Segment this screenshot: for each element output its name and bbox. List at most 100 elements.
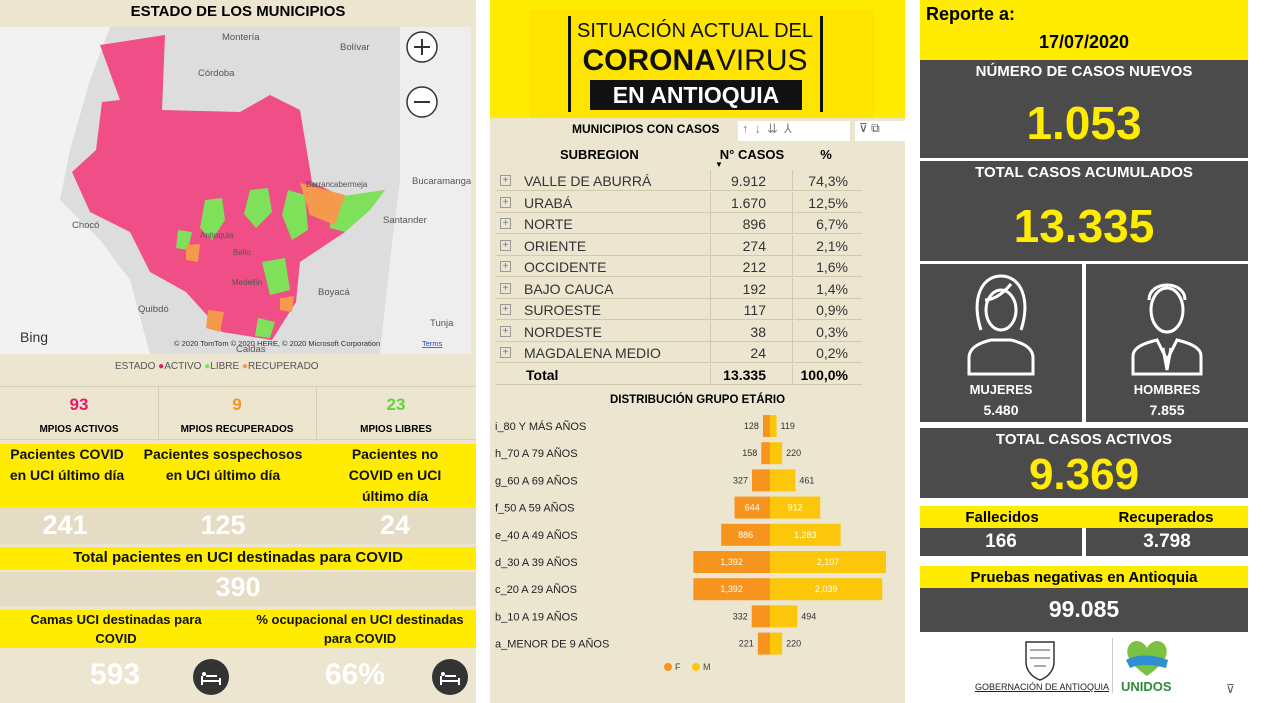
- map-label: Antioquia: [200, 231, 234, 240]
- expand-icon[interactable]: +: [500, 347, 511, 358]
- value-label: 2,039: [815, 584, 838, 594]
- header-line3-text: EN ANTIOQUIA: [612, 82, 780, 108]
- value-label: 644: [745, 503, 760, 513]
- value-label: 158: [742, 448, 757, 458]
- expand-icon[interactable]: +: [500, 239, 511, 251]
- total-cases-label: TOTAL CASOS ACUMULADOS: [975, 164, 1193, 181]
- uci-label: Pacientes COVID en UCI último día: [9, 446, 125, 483]
- expand-icon[interactable]: +: [500, 261, 511, 272]
- map-label: Tunja: [430, 318, 454, 329]
- bar: [734, 496, 770, 519]
- active-label: TOTAL CASOS ACTIVOS: [995, 431, 1173, 448]
- map-free: [200, 198, 225, 240]
- bar: [770, 578, 883, 601]
- map-label: Bolívar: [340, 42, 370, 53]
- legend-swatch: [664, 663, 672, 671]
- stat-label: MPIOS ACTIVOS: [39, 424, 119, 435]
- table-row: + VALLE DE ABURRÁ 9.912 74,3%: [496, 170, 862, 191]
- expand-icon[interactable]: +: [500, 218, 511, 229]
- header-corona: CORONA: [582, 44, 716, 77]
- value-label: 494: [801, 611, 816, 621]
- unidos-heart: [1126, 641, 1168, 676]
- table-cell: ORIENTE: [524, 237, 587, 254]
- cell-divider: [710, 170, 711, 191]
- terms-link[interactable]: Terms: [422, 339, 443, 348]
- map-land: [380, 27, 471, 354]
- report-box: Reporte a: 17/07/2020: [920, 0, 1248, 60]
- value-label: 1,392: [720, 557, 743, 567]
- table-cell: BAJO CAUCA: [524, 280, 614, 297]
- bar: [762, 415, 770, 437]
- table-cell: URABÁ: [524, 194, 573, 211]
- table-title: MUNICIPIOS CON CASOS: [572, 122, 720, 136]
- age-chart: i_80 Y MÁS AÑOS 128 119 h_70 A 79 AÑOS 158 22…: [495, 415, 886, 672]
- table-cell: 117: [743, 302, 766, 318]
- filter-icons[interactable]: ⊽ ⧉: [855, 121, 905, 141]
- bar: [693, 578, 770, 601]
- value-label: 332: [733, 611, 748, 621]
- value-label: 220: [786, 448, 801, 458]
- deaths-value: 166: [985, 531, 1017, 552]
- header-box: SITUACIÓN ACTUAL DEL CORONAVIRUS EN ANTI…: [530, 10, 875, 118]
- value-label: 1,392: [720, 584, 743, 594]
- recovered-value: 3.798: [1143, 531, 1191, 552]
- divider: [316, 387, 317, 441]
- uci-label: Pacientes sospechosos en UCI último día: [143, 446, 303, 483]
- bing-logo: Bing: [20, 329, 48, 345]
- table-cell: 24: [750, 345, 766, 361]
- value-label: 2,107: [817, 557, 840, 567]
- cell-divider: [710, 256, 711, 277]
- cell-divider: [792, 342, 793, 363]
- negative-value: 99.085: [1048, 596, 1120, 622]
- table-cell: 9.912: [730, 173, 766, 189]
- uci-values: 241 125 24: [0, 508, 476, 544]
- bar: [751, 469, 770, 492]
- map-free: [255, 318, 275, 338]
- header-line3: EN ANTIOQUIA: [590, 80, 802, 110]
- table: + VALLE DE ABURRÁ 9.912 74,3% + URABÁ 1.670 12,…: [496, 170, 862, 390]
- table-row: + SUROESTE 117 0,9%: [496, 299, 862, 320]
- cell-divider: [710, 234, 711, 256]
- map-free: [244, 188, 272, 228]
- cell-divider: [710, 299, 711, 320]
- outcomes-labels: Fallecidos Recuperados: [920, 506, 1248, 528]
- cell-divider: [792, 277, 793, 299]
- expand-icon[interactable]: +: [500, 196, 511, 208]
- map-label: Quibdó: [138, 304, 169, 315]
- table-cell: 212: [742, 259, 766, 275]
- value-label: 912: [788, 503, 803, 513]
- header-bar: [568, 16, 571, 112]
- table-toolbar[interactable]: ↑↓⇊⅄: [738, 121, 850, 141]
- cell-divider: [710, 320, 711, 342]
- logo-divider: [1112, 638, 1113, 693]
- filter-icon[interactable]: ⊽: [1226, 682, 1235, 696]
- legend-dot: ●: [158, 361, 165, 372]
- map-title: ESTADO DE LOS MUNICIPIOS: [130, 3, 346, 20]
- bar: [757, 632, 770, 655]
- bar: [721, 523, 770, 546]
- category-label: d_30 A 39 AÑOS: [495, 556, 578, 569]
- table-row: + ORIENTE 274 2,1%: [496, 234, 862, 256]
- bar: [761, 442, 770, 465]
- map-recovered: [300, 183, 345, 225]
- expand-icon[interactable]: +: [500, 304, 511, 315]
- stat-value: 23: [386, 395, 406, 414]
- sort-icon[interactable]: ▼: [715, 160, 723, 169]
- divider: [158, 387, 159, 441]
- bed-icon: [432, 659, 468, 695]
- expand-icon[interactable]: +: [500, 175, 511, 186]
- map-label: Bello: [233, 248, 251, 257]
- map-label: Montería: [222, 32, 260, 43]
- table-cell: 6,7%: [816, 216, 848, 232]
- table-row: + MAGDALENA MEDIO 24 0,2%: [496, 342, 862, 363]
- new-cases: NÚMERO DE CASOS NUEVOS 1.053: [920, 60, 1248, 158]
- map-label: Barrancabermeja: [306, 180, 368, 189]
- map-label: Córdoba: [198, 68, 235, 79]
- negative-label: Pruebas negativas en Antioquia: [920, 566, 1248, 588]
- expand-icon[interactable]: +: [500, 282, 511, 294]
- map-label: Bucaramanga: [412, 176, 471, 187]
- expand-icon[interactable]: +: [500, 325, 511, 337]
- category-label: g_60 A 69 AÑOS: [495, 474, 578, 487]
- value-label: 1,283: [794, 530, 817, 540]
- table-cell: 38: [750, 323, 766, 340]
